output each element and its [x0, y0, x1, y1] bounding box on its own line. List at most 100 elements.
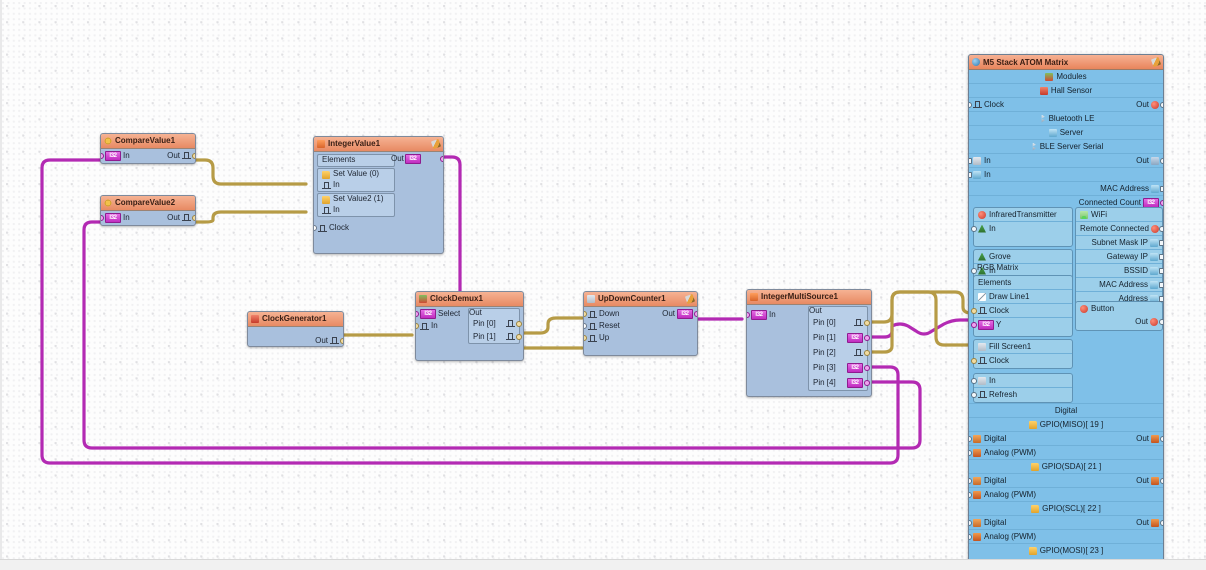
draw-line-clock-row[interactable]: Clock [971, 303, 1072, 317]
digital-pin[interactable] [969, 435, 972, 442]
output-pin[interactable] [864, 319, 870, 326]
port-out-group[interactable]: Out [167, 152, 195, 160]
draw-line-title-row[interactable]: Draw Line1 [974, 289, 1072, 303]
node-integermultisource1[interactable]: IntegerMultiSource1 I32 In Out Pin [0] P [746, 289, 872, 397]
pin-row[interactable]: Pin [3] I32 [809, 360, 870, 375]
subnet-mask-row[interactable]: Subnet Mask IP [1076, 235, 1163, 249]
fill-screen-clock-row[interactable]: Clock [971, 353, 1072, 367]
set-value-in-row[interactable]: In [318, 180, 394, 191]
pin-row[interactable]: Pin [0] [809, 315, 870, 330]
input-pin[interactable] [317, 183, 318, 189]
bssid-group[interactable]: BSSID [1124, 266, 1163, 275]
node-clockdemux1[interactable]: ClockDemux1 I32 Select In Out Pin [0] [415, 291, 524, 361]
hall-clock-row[interactable]: Clock Out [969, 97, 1163, 111]
node-title-bar[interactable]: IntegerValue1 [314, 137, 443, 152]
analog-pin[interactable] [969, 449, 972, 456]
out-row[interactable]: Out [248, 335, 343, 346]
pin-row[interactable]: Pin [1] I32 [809, 330, 870, 345]
draw-line-y-row[interactable]: I32 Y [971, 317, 1072, 331]
up-row[interactable]: Up [584, 332, 697, 344]
connected-count-group[interactable]: Connected Count I32 [1079, 197, 1163, 208]
select-row[interactable]: I32 Select [416, 308, 482, 320]
gpio-title-row[interactable]: GPIO(MOSI)[ 23 ] [969, 543, 1163, 557]
digital-pin[interactable] [969, 519, 972, 526]
output-pin[interactable] [440, 156, 443, 162]
wifi-section[interactable]: WiFi Remote Connected Subnet Mask IP Ga [1075, 207, 1163, 319]
output-pin[interactable] [1159, 239, 1163, 246]
pin0-out[interactable] [506, 320, 522, 328]
select-input-pin[interactable] [416, 311, 419, 317]
draw-line-section[interactable]: Elements Draw Line1 Clock I32 Y [971, 275, 1073, 337]
output-pin[interactable] [1159, 267, 1163, 274]
node-integervalue1[interactable]: IntegerValue1 Elements Set Value (0) In [313, 136, 444, 254]
clock-input-pin[interactable] [314, 225, 317, 231]
out-row[interactable]: Out I32 [387, 153, 443, 165]
gpio-digital-row[interactable]: Digital Out [969, 431, 1163, 445]
set-value2-in-row[interactable]: In [318, 205, 394, 216]
server-row[interactable]: Server [969, 125, 1163, 139]
output-pin[interactable] [864, 364, 870, 371]
address-group[interactable]: Address [1119, 294, 1163, 303]
node-comparevalue1[interactable]: CompareValue1 I32 In Out [100, 133, 196, 164]
set-value2-group[interactable]: Set Value2 (1) In [317, 193, 395, 217]
node-title-bar[interactable]: UpDownCounter1 [584, 292, 697, 307]
hall-out-group[interactable]: Out [1136, 100, 1163, 109]
clock-input-pin[interactable] [969, 101, 972, 108]
output-pin[interactable] [1160, 199, 1163, 206]
clock-input-pin[interactable] [971, 307, 977, 314]
edit-pencil-icon[interactable] [430, 138, 442, 150]
fill-screen-section[interactable]: Fill Screen1 Clock [971, 339, 1073, 369]
node-title-bar[interactable]: IntegerMultiSource1 [747, 290, 871, 305]
set-value-group[interactable]: Set Value (0) In [317, 168, 395, 192]
input-pin[interactable] [101, 215, 104, 221]
output-pin[interactable] [1160, 185, 1163, 192]
clock-input-pin[interactable] [971, 357, 977, 364]
edit-pencil-icon[interactable] [684, 293, 696, 305]
output-pin[interactable] [192, 153, 195, 159]
node-title-bar[interactable]: ClockDemux1 [416, 292, 523, 307]
gateway-group[interactable]: Gateway IP [1107, 252, 1163, 261]
analog-pin[interactable] [969, 533, 972, 540]
down-input-pin[interactable] [584, 311, 587, 317]
input-pin[interactable] [971, 225, 977, 232]
gpio-title-row[interactable]: GPIO(MISO)[ 19 ] [969, 417, 1163, 431]
gpio-title-row[interactable]: GPIO(SDA)[ 21 ] [969, 459, 1163, 473]
output-pin[interactable] [340, 338, 343, 344]
infrared-section[interactable]: InfraredTransmitter In [971, 207, 1073, 247]
input-pin[interactable] [969, 171, 972, 178]
remote-connected-group[interactable]: Remote Connected [1080, 224, 1163, 233]
gpio-out-group[interactable]: Out [1136, 434, 1163, 443]
pin-out[interactable] [854, 319, 870, 327]
bluetooth-le-row[interactable]: Bluetooth LE [969, 111, 1163, 125]
matrix-in-row[interactable]: In [971, 374, 1072, 387]
output-pin[interactable] [1160, 477, 1163, 484]
mac-group[interactable]: MAC Address [1100, 184, 1163, 193]
output-pin[interactable] [1159, 225, 1163, 232]
button-out-row[interactable]: Out [1076, 315, 1163, 328]
input-pin[interactable] [317, 208, 318, 214]
output-pin[interactable] [1160, 101, 1163, 108]
output-pin[interactable] [516, 333, 522, 340]
node-comparevalue2[interactable]: CompareValue2 I32 In Out [100, 195, 196, 226]
output-pin[interactable] [1159, 318, 1163, 325]
fill-screen-title-row[interactable]: Fill Screen1 [974, 340, 1072, 353]
pin-out[interactable]: I32 [847, 377, 870, 388]
gpio-analog-row[interactable]: Analog (PWM) [969, 487, 1163, 501]
gpio-out-group[interactable]: Out [1136, 476, 1163, 485]
port-row-in[interactable]: I32 In Out [101, 150, 195, 162]
matrix-io-section[interactable]: In Refresh [971, 373, 1073, 403]
pin0-row[interactable]: Pin [0] [469, 317, 522, 330]
node-title-bar[interactable]: CompareValue1 [101, 134, 195, 149]
up-input-pin[interactable] [584, 335, 587, 341]
ble-out-group[interactable]: Out [1136, 156, 1163, 165]
infrared-in-row[interactable]: In [971, 221, 1072, 235]
out-group[interactable]: Out I32 [662, 309, 697, 319]
gpio-analog-row[interactable]: Analog (PWM) [969, 445, 1163, 459]
pin1-row[interactable]: Pin [1] [469, 330, 522, 343]
device-title-bar[interactable]: M5 Stack ATOM Matrix [969, 55, 1163, 70]
output-pin[interactable] [864, 334, 870, 341]
button-section[interactable]: Button Out [1075, 301, 1163, 331]
refresh-input-pin[interactable] [971, 391, 977, 398]
output-pin[interactable] [864, 379, 870, 386]
